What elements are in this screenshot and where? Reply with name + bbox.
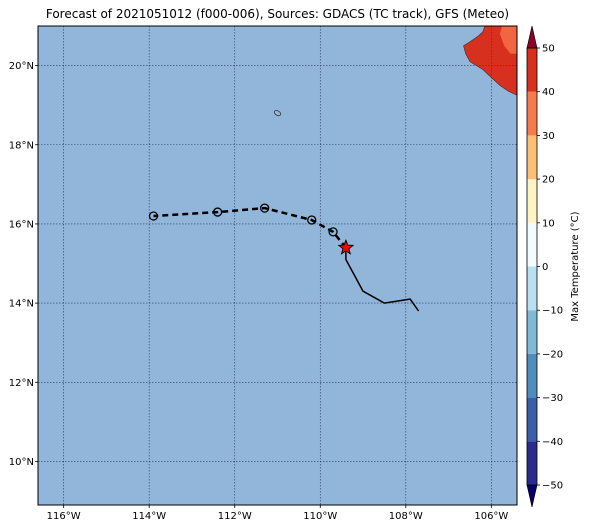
colorbar-tick-label: −50 — [542, 481, 563, 492]
lat-tick-label: 14°N — [9, 299, 34, 310]
colorbar-tick-label: 10 — [542, 218, 555, 229]
lat-tick-label: 16°N — [9, 219, 34, 230]
forecast-track-line — [153, 206, 347, 249]
land-layer — [273, 26, 517, 117]
colorbar-band — [527, 310, 537, 354]
colorbar-band — [527, 91, 537, 136]
forecast-position-marker — [307, 215, 317, 225]
colorbar-band — [527, 222, 537, 267]
forecast-position-marker — [328, 227, 338, 237]
colorbar-band — [527, 48, 537, 92]
colorbar-tick-label: −40 — [542, 437, 563, 448]
forecast-position-marker — [212, 207, 223, 217]
lat-tick-label: 12°N — [9, 378, 34, 389]
map-title: Forecast of 2021051012 (f000-006), Sourc… — [45, 7, 510, 21]
colorbar-band — [527, 266, 537, 311]
ocean-background — [38, 26, 517, 505]
current-position-star-icon — [337, 238, 355, 255]
forecast-position-marker — [148, 211, 159, 221]
colorbar-band — [527, 135, 537, 180]
colorbar-band — [527, 353, 537, 398]
gridlines — [38, 26, 517, 505]
colorbar-tick-label: 0 — [542, 262, 548, 273]
colorbar-band — [527, 441, 537, 485]
longitude-axis: 116°W 114°W 112°W 110°W 108°W 106°W — [47, 505, 508, 522]
colorbar-tick-label: −30 — [542, 393, 563, 404]
lat-tick-label: 20°N — [9, 61, 34, 72]
map-frame — [37, 25, 518, 506]
lon-tick-label: 106°W — [474, 511, 508, 522]
colorbar-max-arrow — [526, 25, 538, 49]
lon-tick-label: 114°W — [132, 511, 166, 522]
colorbar: 50 40 30 20 10 0 −10 −20 −30 −40 −50 Max Temperatur… — [526, 25, 581, 508]
storm-track — [148, 203, 420, 312]
colorbar-min-arrow — [526, 484, 538, 508]
lon-tick-label: 110°W — [303, 511, 337, 522]
latitude-axis: 10°N 12°N 14°N 16°N 18°N 20°N — [9, 61, 38, 468]
colorbar-tick-label: −20 — [542, 349, 563, 360]
colorbar-tick-label: 30 — [542, 131, 555, 142]
colorbar-tick-label: −10 — [542, 306, 563, 317]
forecast-position-marker — [260, 203, 270, 213]
island — [273, 110, 282, 117]
colorbar-tick-label: 20 — [542, 175, 555, 186]
colorbar-tick-label: 40 — [542, 87, 555, 98]
lon-tick-label: 116°W — [47, 511, 81, 522]
lon-tick-label: 108°W — [389, 511, 423, 522]
colorbar-tick-label: 50 — [542, 44, 555, 55]
observed-track-line — [345, 247, 420, 312]
lon-tick-label: 112°W — [218, 511, 252, 522]
colorbar-band — [527, 179, 537, 223]
colorbar-band — [527, 397, 537, 442]
lat-tick-label: 10°N — [9, 457, 34, 468]
colorbar-label: Max Temperature (°C) — [570, 211, 581, 321]
lat-tick-label: 18°N — [9, 140, 34, 151]
inland-warm-region — [499, 26, 517, 54]
